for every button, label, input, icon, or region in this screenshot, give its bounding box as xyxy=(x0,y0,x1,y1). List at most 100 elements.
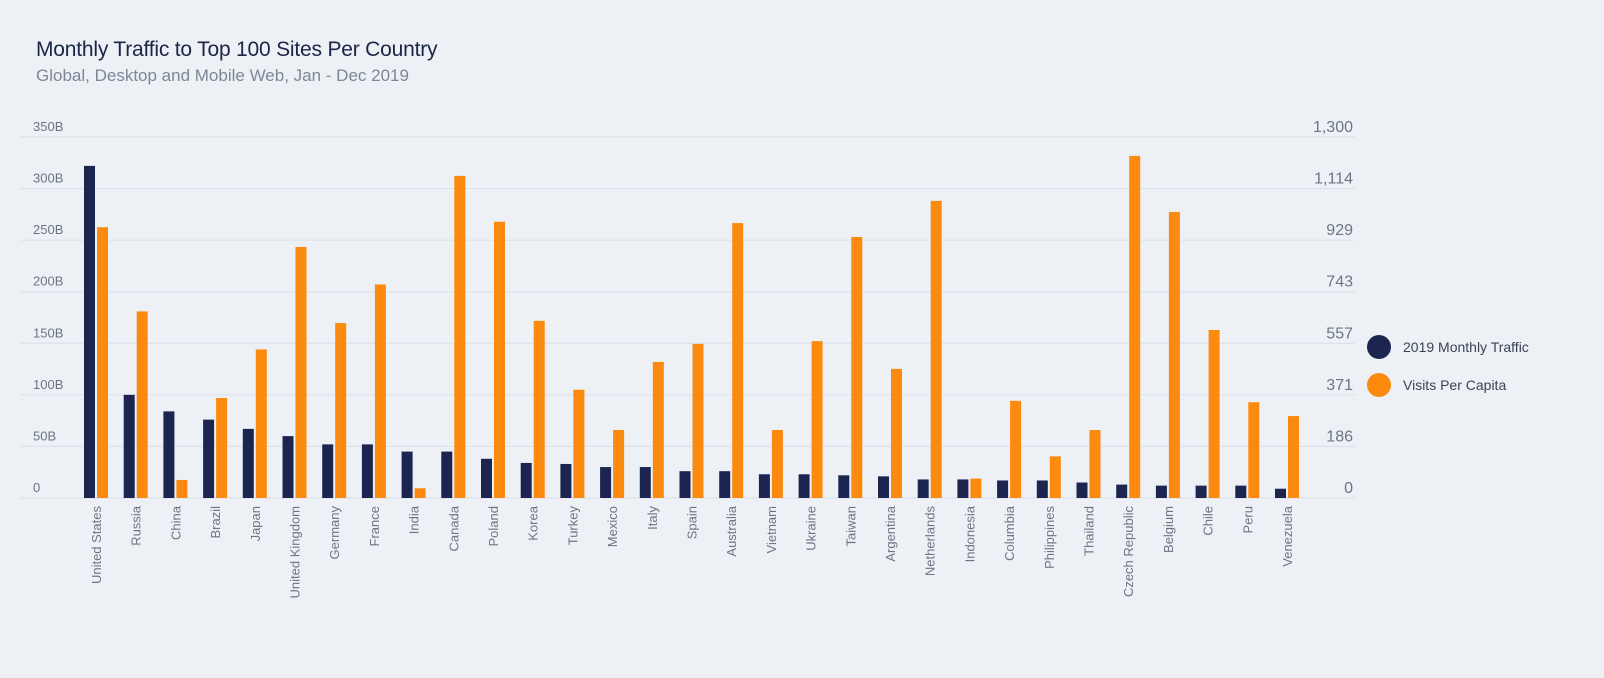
x-tick-label: Brazil xyxy=(208,506,223,539)
bar-per-capita xyxy=(573,389,585,498)
x-tick-label: United Kingdom xyxy=(288,506,303,599)
bar-per-capita xyxy=(1010,400,1022,498)
bar-per-capita xyxy=(374,284,386,498)
y-left-tick-label: 250B xyxy=(33,222,63,237)
y-left-tick-label: 100B xyxy=(33,377,63,392)
bar-per-capita xyxy=(454,175,466,498)
x-tick-label: Ukraine xyxy=(804,506,819,551)
bar-traffic xyxy=(441,451,453,498)
bar-per-capita xyxy=(216,398,228,498)
x-tick-label: China xyxy=(168,505,183,540)
bar-per-capita xyxy=(851,236,863,498)
bar-traffic xyxy=(639,467,651,498)
y-right-tick-label: 743 xyxy=(1326,274,1353,291)
legend-item-per-capita[interactable]: Visits Per Capita xyxy=(1367,373,1529,397)
bar-traffic xyxy=(1076,482,1088,498)
bar-traffic xyxy=(758,474,770,498)
x-tick-label: Mexico xyxy=(605,506,620,547)
bar-per-capita xyxy=(1089,429,1101,498)
x-tick-label: Chile xyxy=(1201,506,1216,536)
x-tick-label: Thailand xyxy=(1082,506,1097,556)
x-tick-label: Venezuela xyxy=(1280,505,1295,566)
x-tick-label: Germany xyxy=(327,506,342,560)
bar-traffic xyxy=(123,394,135,498)
bar-per-capita xyxy=(652,361,664,498)
chart-subtitle: Global, Desktop and Mobile Web, Jan - De… xyxy=(36,66,409,85)
legend-label-per-capita: Visits Per Capita xyxy=(1403,377,1507,393)
bar-per-capita xyxy=(414,488,426,498)
bar-per-capita xyxy=(1049,456,1061,498)
bar-traffic xyxy=(361,444,373,498)
y-left-tick-label: 350B xyxy=(33,119,63,134)
bar-per-capita xyxy=(613,429,625,498)
legend-swatch-per-capita xyxy=(1367,373,1391,397)
bar-per-capita xyxy=(335,323,347,498)
bar-per-capita xyxy=(771,429,783,498)
bar-traffic xyxy=(282,436,294,498)
x-tick-label: Turkey xyxy=(565,506,580,546)
x-tick-label: France xyxy=(367,506,382,546)
bar-per-capita xyxy=(1288,416,1299,498)
bar-traffic xyxy=(481,458,492,498)
y-right-tick-label: 0 xyxy=(1344,480,1353,497)
x-tick-label: Australia xyxy=(724,505,739,556)
bar-per-capita xyxy=(811,341,823,498)
bar-traffic xyxy=(1116,484,1128,498)
bar-per-capita xyxy=(295,246,307,498)
bar-per-capita xyxy=(255,349,267,498)
x-tick-label: Columbia xyxy=(1002,505,1017,561)
y-left-tick-label: 50B xyxy=(33,428,56,443)
bar-traffic xyxy=(878,476,889,498)
bar-per-capita xyxy=(1168,211,1180,498)
bar-traffic xyxy=(242,428,254,498)
legend-swatch-traffic xyxy=(1367,335,1391,359)
y-left-tick-label: 300B xyxy=(33,171,63,186)
bar-traffic xyxy=(520,462,532,498)
bar-traffic xyxy=(838,475,850,498)
x-tick-label: Taiwan xyxy=(843,506,858,546)
bar-per-capita xyxy=(533,320,545,498)
x-tick-label: Vietnam xyxy=(764,506,779,553)
y-right-tick-label: 1,300 xyxy=(1313,119,1353,136)
bar-per-capita xyxy=(136,311,148,498)
y-right-tick-label: 929 xyxy=(1326,222,1353,239)
bar-per-capita xyxy=(1208,329,1220,498)
x-tick-label: United States xyxy=(89,506,104,585)
x-tick-label: Czech Republic xyxy=(1121,506,1136,598)
bar-traffic xyxy=(322,444,334,498)
bar-per-capita xyxy=(970,478,982,498)
y-left-tick-label: 200B xyxy=(33,274,63,289)
bar-per-capita xyxy=(692,343,704,498)
bar-traffic xyxy=(1275,488,1286,498)
bar-traffic xyxy=(719,471,731,498)
bar-traffic xyxy=(679,471,691,498)
x-tick-label: Poland xyxy=(486,506,501,546)
bar-traffic xyxy=(84,165,95,498)
bar-traffic xyxy=(203,419,215,498)
bar-per-capita xyxy=(1248,402,1260,498)
x-tick-label: Netherlands xyxy=(923,506,938,577)
y-right-tick-label: 186 xyxy=(1326,428,1353,445)
chart-title: Monthly Traffic to Top 100 Sites Per Cou… xyxy=(36,38,438,61)
x-tick-label: Italy xyxy=(645,506,660,530)
bar-per-capita xyxy=(732,223,744,499)
x-tick-label: Philippines xyxy=(1042,506,1057,569)
bar-traffic xyxy=(917,479,929,498)
bar-traffic xyxy=(997,480,1009,498)
y-left-tick-label: 150B xyxy=(33,325,63,340)
y-right-tick-label: 371 xyxy=(1326,377,1353,394)
x-tick-label: Spain xyxy=(685,506,700,539)
x-tick-label: Belgium xyxy=(1161,506,1176,553)
bar-traffic xyxy=(163,411,175,498)
legend-item-traffic[interactable]: 2019 Monthly Traffic xyxy=(1367,335,1529,359)
x-tick-label: Peru xyxy=(1240,506,1255,533)
bar-traffic xyxy=(1235,485,1247,498)
bar-per-capita xyxy=(176,479,188,498)
bar-traffic xyxy=(1195,485,1207,498)
x-tick-label: Japan xyxy=(248,506,263,541)
x-tick-label: Argentina xyxy=(883,505,898,561)
y-left-tick-label: 0 xyxy=(33,480,40,495)
x-tick-label: Korea xyxy=(526,505,541,540)
bar-traffic xyxy=(957,479,969,498)
